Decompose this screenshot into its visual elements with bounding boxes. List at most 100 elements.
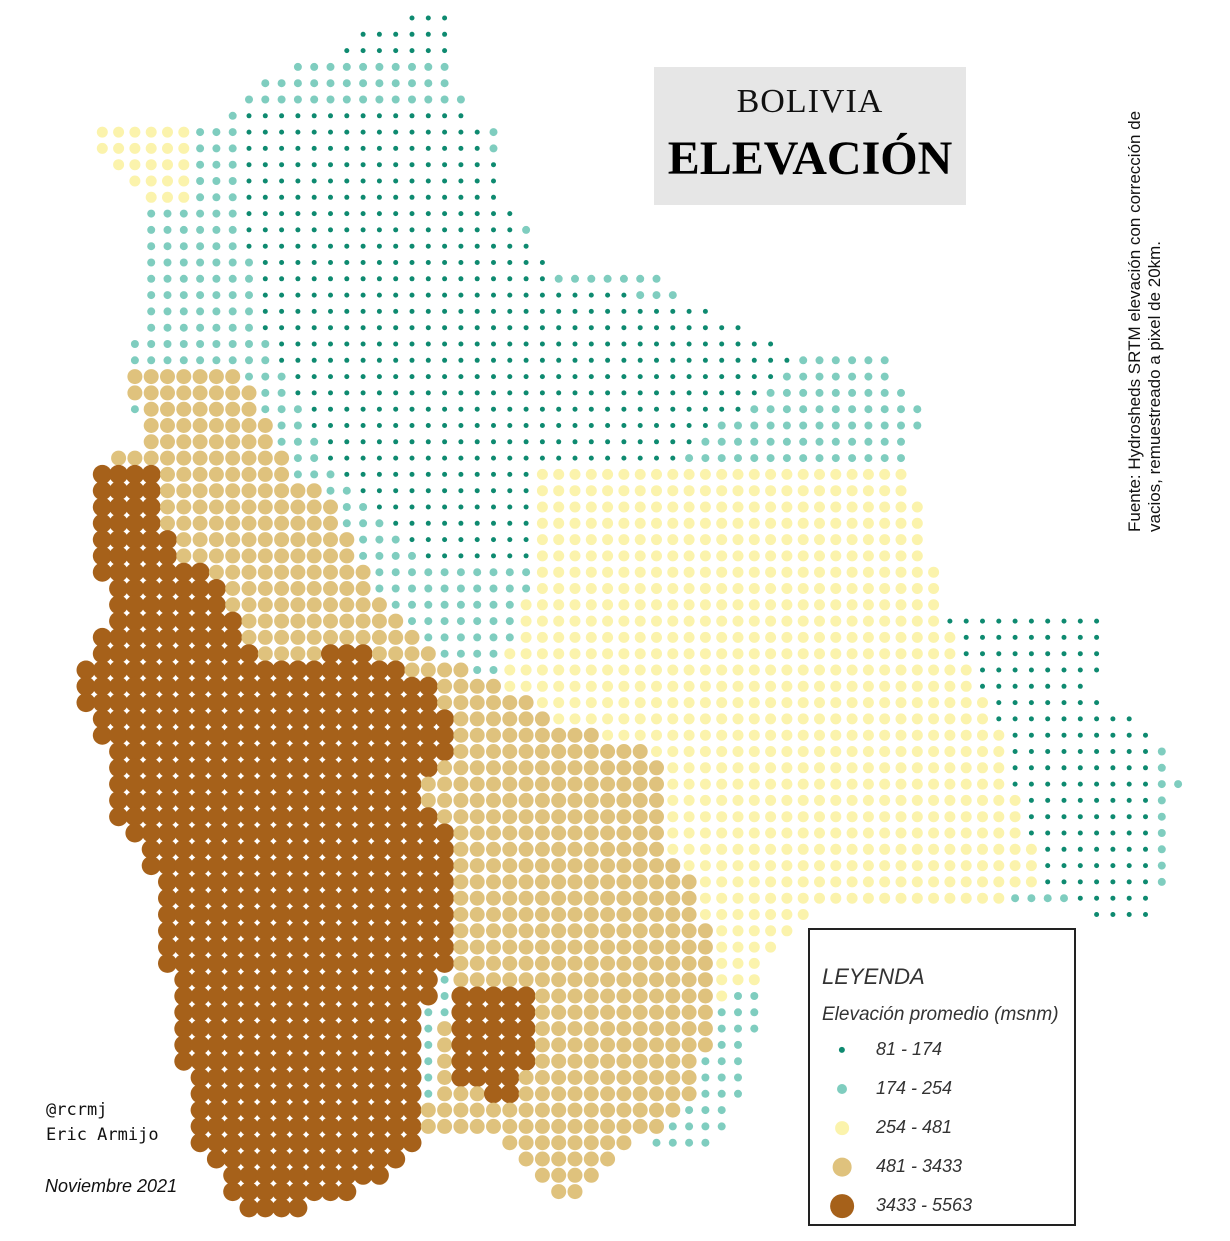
elevation-dot — [125, 481, 145, 501]
elevation-dot — [1045, 814, 1051, 820]
elevation-dot — [339, 548, 355, 564]
elevation-dot — [1077, 846, 1083, 852]
elevation-dot — [174, 676, 194, 696]
elevation-dot — [911, 860, 923, 872]
elevation-dot — [344, 276, 350, 282]
elevation-dot — [208, 548, 224, 564]
elevation-dot — [190, 839, 210, 859]
elevation-dot — [523, 325, 529, 331]
elevation-dot — [491, 341, 496, 347]
elevation-dot — [174, 595, 194, 615]
elevation-dot — [665, 972, 681, 988]
elevation-dot — [369, 742, 389, 761]
elevation-dot — [765, 517, 777, 529]
elevation-dot — [567, 923, 583, 939]
elevation-dot — [196, 177, 205, 185]
elevation-dot — [716, 925, 728, 937]
elevation-dot — [980, 651, 985, 657]
elevation-dot — [409, 48, 415, 54]
elevation-dot — [895, 778, 907, 790]
elevation-dot — [458, 162, 464, 168]
elevation-dot — [129, 126, 141, 138]
elevation-dot — [228, 209, 237, 218]
elevation-dot — [879, 794, 891, 806]
elevation-dot — [206, 774, 226, 794]
elevation-dot — [255, 693, 275, 713]
elevation-dot — [376, 325, 382, 331]
elevation-dot — [911, 631, 923, 643]
elevation-dot — [879, 550, 891, 562]
elevation-dot — [583, 972, 599, 988]
elevation-dot — [797, 485, 809, 497]
elevation-dot — [239, 807, 259, 827]
elevation-dot — [603, 274, 612, 283]
elevation-dot — [310, 62, 319, 71]
elevation-dot — [797, 843, 809, 855]
elevation-dot — [1028, 797, 1034, 803]
elevation-dot — [486, 678, 501, 694]
elevation-dot — [848, 388, 857, 397]
elevation-dot — [668, 291, 677, 300]
elevation-dot — [304, 1182, 324, 1202]
elevation-dot — [654, 406, 659, 412]
elevation-dot — [290, 613, 306, 629]
elevation-dot — [245, 356, 253, 365]
elevation-dot — [536, 648, 548, 660]
elevation-dot — [321, 1068, 340, 1087]
elevation-dot — [830, 631, 842, 643]
elevation-dot — [583, 776, 599, 792]
elevation-dot — [125, 774, 145, 794]
elevation-dot — [458, 194, 464, 200]
elevation-dot — [160, 401, 175, 417]
elevation-dot — [437, 1070, 453, 1085]
elevation-dot — [588, 439, 594, 445]
elevation-dot — [583, 1037, 599, 1053]
elevation-dot — [257, 434, 273, 450]
elevation-dot — [862, 843, 874, 855]
elevation-dot — [814, 762, 825, 774]
elevation-dot — [484, 986, 503, 1006]
elevation-dot — [551, 744, 567, 759]
elevation-dot — [255, 1035, 275, 1055]
elevation-dot — [178, 142, 190, 154]
legend-item-174-254: 174 - 254 — [810, 1074, 1070, 1104]
elevation-dot — [304, 774, 324, 794]
elevation-dot — [717, 1122, 726, 1131]
elevation-dot — [667, 794, 679, 806]
elevation-dot — [879, 664, 891, 676]
elevation-dot — [911, 599, 923, 611]
elevation-dot — [781, 566, 793, 578]
elevation-dot — [339, 597, 355, 613]
elevation-dot — [732, 729, 744, 741]
elevation-dot — [223, 823, 243, 843]
elevation-dot — [453, 776, 469, 792]
elevation-dot — [1110, 846, 1116, 852]
elevation-dot — [178, 159, 190, 171]
elevation-dot — [239, 1149, 259, 1169]
elevation-dot — [274, 581, 290, 596]
elevation-dot — [1009, 860, 1021, 872]
elevation-dot — [272, 1182, 292, 1202]
elevation-dot — [551, 809, 567, 825]
elevation-dot — [536, 550, 548, 562]
elevation-dot — [386, 970, 406, 990]
elevation-dot — [583, 1102, 599, 1118]
elevation-dot — [408, 568, 416, 577]
elevation-dot — [190, 758, 210, 778]
elevation-dot — [402, 1133, 422, 1153]
elevation-dot — [420, 662, 436, 678]
elevation-dot — [393, 194, 399, 200]
elevation-dot — [799, 454, 808, 463]
elevation-dot — [486, 760, 501, 776]
elevation-dot — [484, 1051, 503, 1071]
elevation-dot — [748, 729, 760, 741]
elevation-dot — [651, 517, 662, 529]
elevation-dot — [814, 876, 825, 888]
elevation-dot — [257, 548, 273, 564]
elevation-dot — [781, 811, 793, 823]
elevation-dot — [239, 1100, 259, 1120]
elevation-dot — [765, 909, 777, 920]
elevation-dot — [815, 356, 824, 365]
elevation-dot — [583, 809, 599, 825]
elevation-dot — [206, 1100, 226, 1120]
